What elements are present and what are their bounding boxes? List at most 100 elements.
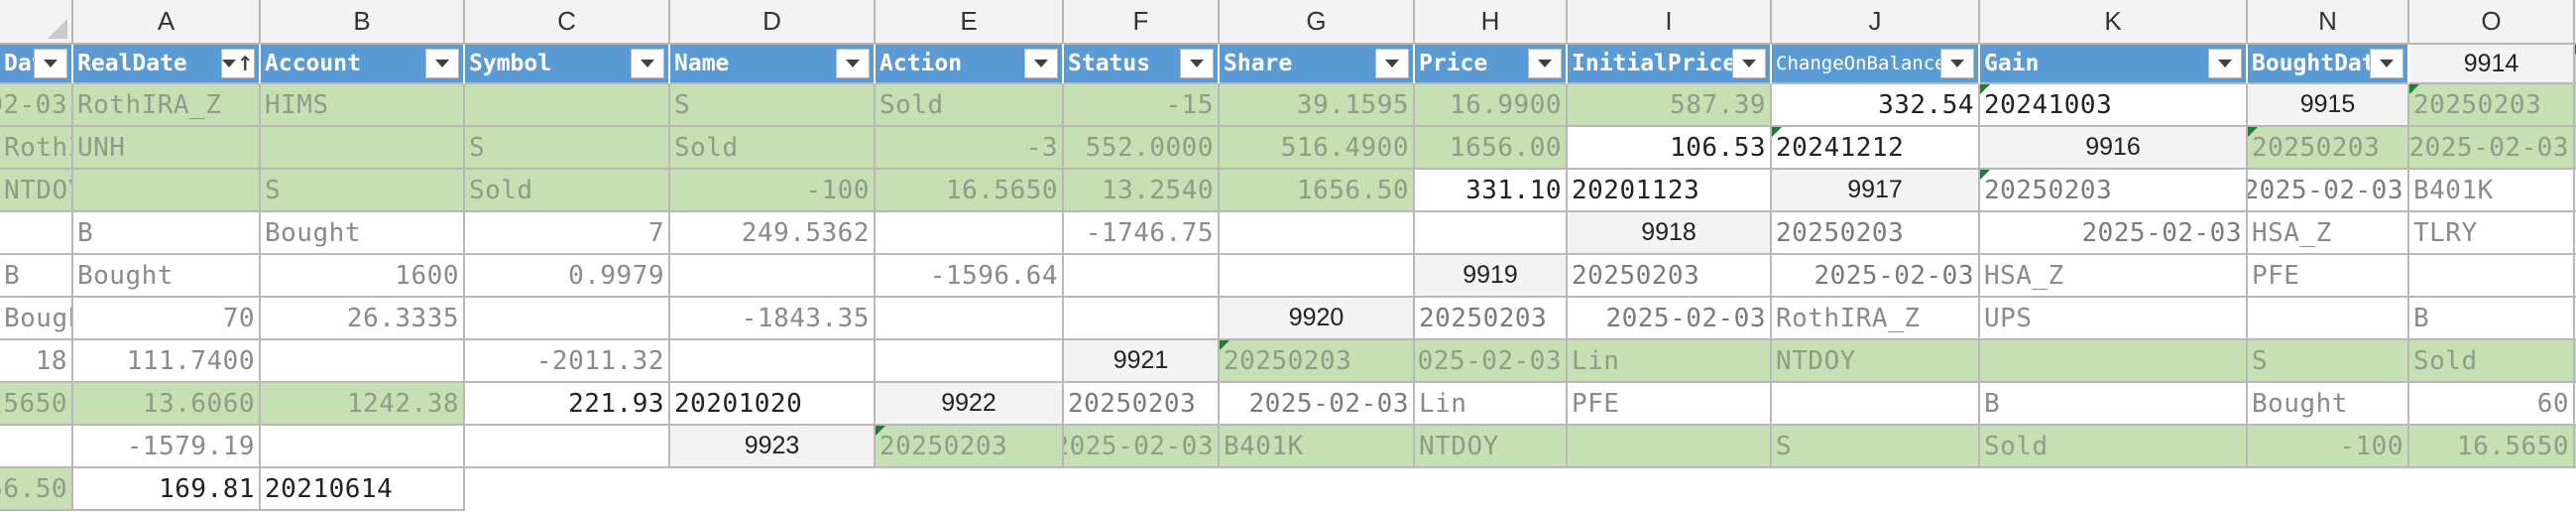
cell-change[interactable]: -1843.35 (670, 298, 876, 340)
row-header[interactable]: 9915 (2248, 84, 2409, 127)
filter-dropdown-button[interactable] (1940, 49, 1974, 78)
cell-share[interactable]: -100 (670, 170, 876, 212)
cell-change[interactable]: 1656.50 (0, 468, 73, 511)
filter-dropdown-button[interactable] (1180, 49, 1214, 78)
column-header-8[interactable]: I (1568, 0, 1772, 45)
cell-real-date[interactable]: 2025-02-03 (1064, 426, 1220, 468)
cell-gain[interactable] (670, 340, 876, 383)
cell-price[interactable]: 26.3335 (261, 298, 465, 340)
column-header-10[interactable]: K (1980, 0, 2248, 45)
cell-gain[interactable]: 332.54 (1772, 84, 1980, 127)
column-header-6[interactable]: G (1220, 0, 1415, 45)
cell-account[interactable]: RothIRA_Z (73, 84, 261, 127)
cell-account[interactable]: B401K (1220, 426, 1415, 468)
cell-action[interactable]: S (1772, 426, 1980, 468)
filter-dropdown-button[interactable] (631, 49, 664, 78)
cell-action[interactable]: S (465, 127, 670, 170)
filter-dropdown-button[interactable] (2208, 49, 2242, 78)
filter-dropdown-button[interactable] (1732, 49, 1766, 78)
cell-account[interactable]: RothIRA_Z (1772, 298, 1980, 340)
cell-symbol[interactable]: PFE (1568, 383, 1772, 426)
cell-name[interactable] (1980, 340, 2248, 383)
cell-change[interactable]: -1746.75 (1064, 212, 1220, 255)
cell-share[interactable]: 7 (465, 212, 670, 255)
cell-share[interactable]: 18 (0, 340, 73, 383)
cell-gain[interactable] (1220, 212, 1415, 255)
cell-status[interactable]: Bought (261, 212, 465, 255)
cell-bought-date[interactable]: 20210614 (261, 468, 465, 511)
filter-dropdown-button[interactable] (1528, 49, 1562, 78)
cell-date[interactable]: 20250203 (2248, 127, 2409, 170)
column-header-4[interactable]: E (876, 0, 1064, 45)
cell-initial-price[interactable]: 516.4900 (1220, 127, 1415, 170)
cell-date[interactable]: 20250203 (1415, 298, 1568, 340)
cell-action[interactable]: B (73, 212, 261, 255)
cell-initial-price[interactable] (670, 255, 876, 298)
cell-name[interactable] (73, 170, 261, 212)
cell-price[interactable]: 16.5650 (876, 170, 1064, 212)
filter-dropdown-button[interactable] (836, 49, 870, 78)
cell-initial-price[interactable]: 13.2540 (1064, 170, 1220, 212)
cell-name[interactable] (1772, 383, 1980, 426)
cell-real-date[interactable]: 2025-02-03 (2248, 170, 2409, 212)
cell-name[interactable] (0, 212, 73, 255)
cell-real-date[interactable]: 2025-02-03 (1772, 255, 1980, 298)
cell-account[interactable]: Lin (1568, 340, 1772, 383)
cell-gain[interactable]: 331.10 (1415, 170, 1568, 212)
cell-bought-date[interactable] (1220, 255, 1415, 298)
cell-status[interactable]: Bought (2248, 383, 2409, 426)
cell-bought-date[interactable] (1415, 212, 1568, 255)
cell-share[interactable]: 70 (73, 298, 261, 340)
cell-share[interactable]: -100 (2248, 426, 2409, 468)
cell-share[interactable]: 60 (2409, 383, 2575, 426)
cell-price[interactable]: 111.7400 (73, 340, 261, 383)
cell-status[interactable]: Sold (876, 84, 1064, 127)
cell-gain[interactable] (876, 298, 1064, 340)
cell-symbol[interactable]: NTDOY (1415, 426, 1568, 468)
cell-price[interactable]: 16.5650 (0, 383, 73, 426)
cell-real-date[interactable]: 2025-02-03 (1980, 212, 2248, 255)
cell-price[interactable]: 0.9979 (465, 255, 670, 298)
cell-price[interactable]: 249.5362 (670, 212, 876, 255)
row-header[interactable]: 9920 (1220, 298, 1415, 340)
cell-initial-price[interactable]: 16.9900 (1415, 84, 1568, 127)
cell-gain[interactable]: 221.93 (465, 383, 670, 426)
cell-real-date[interactable]: 2025-02-03 (1220, 383, 1415, 426)
cell-bought-date[interactable]: 20241003 (1980, 84, 2248, 127)
cell-symbol[interactable]: NTDOY (1772, 340, 1980, 383)
cell-account[interactable]: B401K (2409, 170, 2575, 212)
column-header-9[interactable]: J (1772, 0, 1980, 45)
column-header-1[interactable]: B (261, 0, 465, 45)
filter-dropdown-button[interactable] (1375, 49, 1409, 78)
cell-bought-date[interactable]: 20201020 (670, 383, 876, 426)
cell-date[interactable]: 20250203 (2409, 84, 2575, 127)
cell-bought-date[interactable]: 20201123 (1568, 170, 1772, 212)
cell-symbol[interactable]: TLRY (2409, 212, 2575, 255)
cell-name[interactable] (465, 84, 670, 127)
filter-dropdown-button[interactable] (2370, 49, 2403, 78)
cell-date[interactable]: 20250203 (1568, 255, 1772, 298)
filter-dropdown-button[interactable] (34, 49, 67, 78)
cell-change[interactable]: 1656.00 (1415, 127, 1568, 170)
cell-status[interactable]: Bought (0, 298, 73, 340)
cell-date[interactable]: 20250203 (1772, 212, 1980, 255)
cell-initial-price[interactable] (876, 212, 1064, 255)
column-header-2[interactable]: C (465, 0, 670, 45)
cell-initial-price[interactable] (465, 298, 670, 340)
column-header-5[interactable]: F (1064, 0, 1220, 45)
select-all-corner[interactable] (0, 0, 73, 45)
cell-account[interactable]: Lin (1415, 383, 1568, 426)
cell-account[interactable]: HSA_Z (2248, 212, 2409, 255)
row-header[interactable]: 9923 (670, 426, 876, 468)
cell-name[interactable] (2248, 298, 2409, 340)
cell-real-date[interactable]: 2025-02-03 (2409, 127, 2575, 170)
cell-change[interactable]: 1242.38 (261, 383, 465, 426)
cell-bought-date[interactable]: 20241212 (1772, 127, 1980, 170)
cell-real-date[interactable]: 2025-02-03 (0, 84, 73, 127)
cell-gain[interactable] (1064, 255, 1220, 298)
cell-bought-date[interactable] (876, 340, 1064, 383)
column-header-7[interactable]: H (1415, 0, 1568, 45)
cell-name[interactable] (1568, 426, 1772, 468)
cell-date[interactable]: 20250203 (1064, 383, 1220, 426)
cell-change[interactable]: -1579.19 (73, 426, 261, 468)
